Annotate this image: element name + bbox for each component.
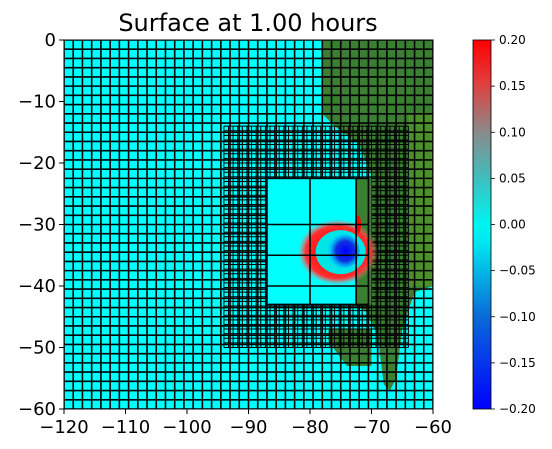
colorbar-ticks: 0.20 0.15 0.10 0.05 0.00 −0.05 −0.10 −0.15 −0.20 xyxy=(491,33,536,416)
x-tick-label: −60 xyxy=(414,417,452,438)
x-tick-label: −110 xyxy=(101,417,150,438)
y-axis: 0 −10 −20 −30 −40 −50 −60 xyxy=(18,30,64,420)
amr-grid-level-2 xyxy=(223,125,409,348)
colorbar-tick-label: 0.20 xyxy=(499,33,526,47)
x-tick-label: −120 xyxy=(39,417,88,438)
x-tick-label: −100 xyxy=(162,417,211,438)
surface-low-anomaly xyxy=(327,234,360,269)
amr-grid-level-3 xyxy=(266,177,378,306)
colorbar-tick-label: −0.20 xyxy=(499,402,536,416)
colorbar-tick-label: −0.05 xyxy=(499,264,536,278)
y-tick-label: −10 xyxy=(18,92,56,113)
x-tick-label: −70 xyxy=(353,417,391,438)
colorbar-tick-label: −0.15 xyxy=(499,356,536,370)
plot-area xyxy=(64,40,433,409)
colorbar-gradient xyxy=(472,39,492,410)
colorbar-tick-label: 0.10 xyxy=(499,125,526,139)
colorbar-tick-label: 0.15 xyxy=(499,79,526,93)
y-tick-label: −60 xyxy=(18,399,56,420)
finest-patch-border xyxy=(266,177,370,306)
y-tick-label: 0 xyxy=(45,30,56,51)
x-tick-label: −90 xyxy=(230,417,268,438)
colorbar-tick-label: 0.05 xyxy=(499,171,526,185)
chart-title: Surface at 1.00 hours xyxy=(118,9,377,37)
colorbar: 0.20 0.15 0.10 0.05 0.00 −0.05 −0.10 −0.15 −0.20 xyxy=(472,33,536,416)
y-tick-label: −20 xyxy=(18,153,56,174)
colorbar-tick-label: 0.00 xyxy=(499,218,526,232)
y-tick-label: −40 xyxy=(18,276,56,297)
colorbar-tick-label: −0.10 xyxy=(499,310,536,324)
y-tick-label: −50 xyxy=(18,338,56,359)
land-region xyxy=(408,113,433,286)
amr-grid-level-1 xyxy=(64,40,433,409)
y-tick-label: −30 xyxy=(18,215,56,236)
coarse-cells xyxy=(64,40,433,409)
x-axis: −120 −110 −100 −90 −80 −70 −60 xyxy=(39,409,452,438)
x-tick-label: −80 xyxy=(291,417,329,438)
